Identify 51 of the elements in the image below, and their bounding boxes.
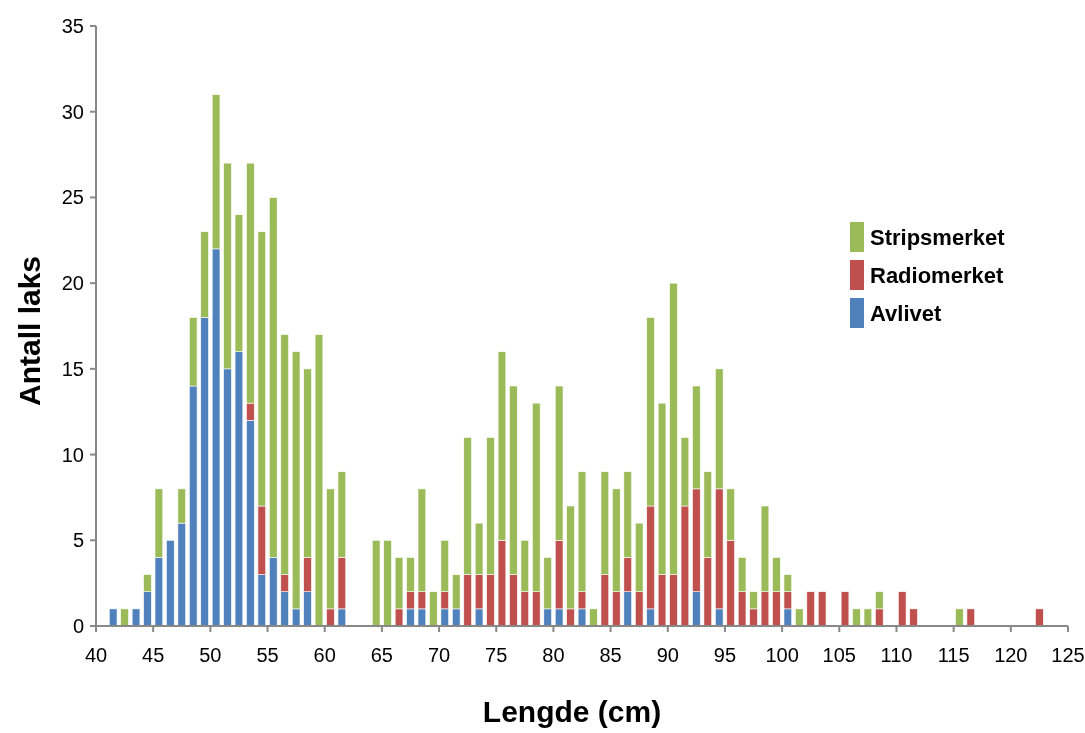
x-tick-label: 105: [822, 644, 856, 666]
x-tick-label: 100: [765, 644, 799, 666]
bar: [108, 608, 118, 627]
bar: [806, 591, 815, 627]
bar: [371, 539, 381, 627]
y-tick-label: 35: [61, 15, 84, 37]
bar: [383, 539, 392, 627]
bar: [852, 608, 861, 627]
legend-label: Radiomerket: [870, 262, 1004, 288]
x-tick-label: 120: [994, 644, 1028, 666]
legend-label: Stripsmerket: [870, 224, 1006, 250]
y-tick-label: 20: [61, 272, 84, 295]
y-tick-label: 10: [61, 443, 84, 466]
bar: [863, 608, 873, 627]
x-tick-label: 70: [427, 644, 451, 666]
x-tick-label: 85: [599, 644, 622, 666]
y-tick-label: 25: [61, 186, 84, 209]
bar: [966, 608, 975, 627]
x-tick-label: 125: [1051, 644, 1085, 666]
bar: [429, 591, 438, 627]
x-axis-title: Lengde (cm): [482, 695, 662, 728]
bar: [314, 334, 324, 627]
y-tick-label: 5: [72, 529, 84, 552]
x-tick-label: 50: [199, 644, 222, 666]
bar: [589, 608, 598, 627]
x-tick-label: 80: [542, 644, 565, 666]
x-tick-label: 75: [485, 644, 508, 666]
bar: [795, 608, 804, 627]
y-axis-title: Antall laks: [13, 255, 46, 407]
bar: [909, 608, 918, 627]
x-tick-label: 115: [937, 644, 970, 666]
bar: [898, 591, 907, 627]
x-tick-label: 40: [84, 644, 108, 666]
bar: [166, 539, 175, 627]
x-tick-label: 55: [256, 644, 279, 666]
bar: [131, 608, 141, 627]
x-tick-label: 60: [313, 644, 336, 666]
y-tick-label: 30: [61, 100, 84, 123]
y-tick-label: 0: [72, 615, 84, 637]
x-tick-label: 65: [370, 644, 394, 666]
y-tick-label: 15: [61, 357, 84, 380]
legend-label: Avlivet: [870, 300, 942, 326]
bar: [1035, 608, 1044, 627]
x-tick-label: 95: [713, 644, 737, 666]
x-tick-label: 110: [880, 644, 913, 666]
bar: [120, 608, 129, 627]
bar: [955, 608, 964, 627]
x-tick-label: 90: [656, 644, 679, 666]
bar: [817, 591, 827, 627]
bar: [840, 591, 850, 627]
x-tick-label: 45: [142, 644, 165, 666]
